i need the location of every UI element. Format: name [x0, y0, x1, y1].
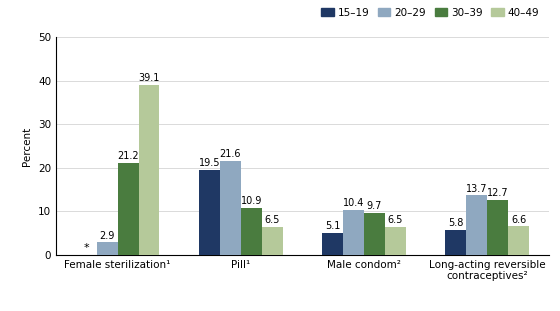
- Text: 9.7: 9.7: [367, 201, 382, 211]
- Bar: [445, 230, 466, 255]
- Text: 21.6: 21.6: [220, 149, 241, 159]
- Text: 2.9: 2.9: [100, 231, 115, 241]
- Text: 6.5: 6.5: [264, 215, 280, 225]
- Bar: [364, 213, 385, 255]
- Bar: [241, 207, 262, 255]
- Text: 12.7: 12.7: [487, 188, 508, 198]
- Text: 5.1: 5.1: [325, 221, 340, 231]
- Legend: 15–19, 20–29, 30–39, 40–49: 15–19, 20–29, 30–39, 40–49: [317, 3, 544, 22]
- Bar: [199, 170, 220, 255]
- Text: 13.7: 13.7: [466, 183, 487, 194]
- Text: 39.1: 39.1: [138, 73, 160, 83]
- Bar: [487, 200, 508, 255]
- Bar: [508, 226, 529, 255]
- Bar: [466, 195, 487, 255]
- Text: 21.2: 21.2: [117, 151, 139, 161]
- Text: 6.6: 6.6: [511, 215, 526, 225]
- Y-axis label: Percent: Percent: [22, 127, 32, 166]
- Text: 10.9: 10.9: [241, 196, 262, 206]
- Text: 5.8: 5.8: [448, 218, 464, 228]
- Text: 6.5: 6.5: [388, 215, 403, 225]
- Text: 19.5: 19.5: [199, 158, 220, 168]
- Bar: [343, 210, 364, 255]
- Bar: [322, 233, 343, 255]
- Text: *: *: [83, 243, 89, 253]
- Bar: [262, 227, 283, 255]
- Bar: [118, 163, 138, 255]
- Bar: [97, 242, 118, 255]
- Bar: [385, 227, 406, 255]
- Bar: [220, 161, 241, 255]
- Bar: [138, 85, 160, 255]
- Text: 10.4: 10.4: [343, 198, 364, 208]
